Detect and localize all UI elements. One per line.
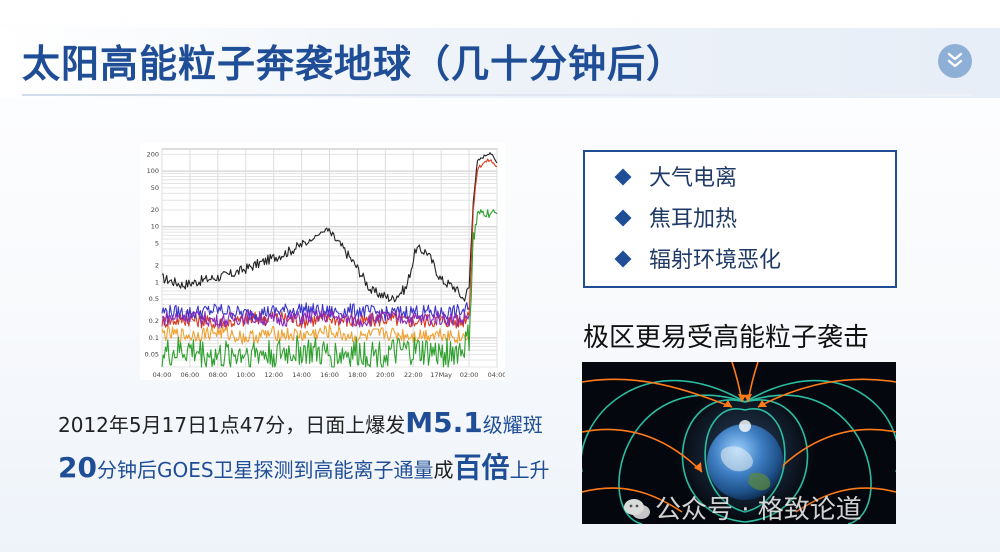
- effect-item: 辐射环境恶化: [614, 241, 782, 281]
- y-tick-label: 10: [151, 223, 159, 231]
- series-line: [161, 302, 470, 322]
- x-tick-label: 12:00: [264, 371, 283, 379]
- goes-caption-part4: 上升: [509, 458, 550, 482]
- menu-button[interactable]: [938, 44, 972, 78]
- x-tick-label: 22:00: [404, 371, 423, 379]
- magnetosphere-image: [582, 362, 896, 524]
- double-chevron-down-icon: [947, 52, 963, 68]
- y-tick-label: 5: [155, 239, 159, 247]
- series-line: [161, 152, 498, 303]
- diamond-bullet-icon: [614, 168, 632, 186]
- goes-caption-part2: 高能离子通量: [313, 458, 434, 482]
- diamond-bullet-icon: [614, 209, 632, 227]
- goes-caption-part3: 成: [433, 458, 454, 482]
- x-tick-label: 18:00: [348, 371, 367, 379]
- watermark-text: 公众号 · 格致论道: [655, 495, 862, 525]
- x-tick-label: 14:00: [292, 371, 311, 379]
- y-tick-label: 100: [147, 167, 159, 175]
- wechat-logo-icon: [624, 499, 650, 519]
- series-line: [161, 324, 470, 345]
- series-line: [161, 309, 470, 329]
- flare-caption: 2012年5月17日1点47分，日面上爆发M5.1级耀斑: [58, 405, 543, 441]
- y-tick-label: 1: [155, 278, 159, 286]
- particle-flux-chart: 04:00 06:00 08:00 10:00 12:00 14:00 16:00 18:00…: [140, 143, 505, 380]
- x-tick-label: 20:00: [376, 371, 395, 379]
- slide-title: 太阳高能粒子奔袭地球（几十分钟后）: [22, 42, 686, 86]
- effect-label: 焦耳加热: [649, 207, 738, 232]
- effects-box: 大气电离 焦耳加热 辐射环境恶化: [583, 150, 897, 288]
- y-tick-label: 200: [147, 150, 159, 158]
- effect-label: 大气电离: [649, 166, 738, 191]
- x-tick-label: 10:00: [236, 371, 255, 379]
- chart-svg: 04:00 06:00 08:00 10:00 12:00 14:00 16:00 18:00…: [145, 148, 505, 379]
- title-divider: [22, 94, 972, 96]
- x-tick-label: 08:00: [208, 371, 227, 379]
- y-tick-label: 0.05: [145, 351, 159, 359]
- y-tick-label: 2: [155, 262, 159, 270]
- goes-caption-part1: 分钟后GOES卫星探测到: [96, 458, 314, 482]
- diamond-bullet-icon: [614, 250, 632, 268]
- y-tick-label: 0.1: [149, 334, 159, 342]
- y-tick-label: 0.2: [149, 317, 159, 325]
- y-tick-label: 20: [151, 206, 159, 214]
- flare-suffix: 级耀斑: [482, 413, 543, 437]
- flare-caption-text: 2012年5月17日1点47分，日面上爆发: [58, 413, 406, 437]
- x-tick-label: 04:00: [153, 371, 172, 379]
- x-tick-label: 17May: [430, 371, 452, 379]
- header-band: [0, 28, 1000, 98]
- goes-caption: 20分钟后GOES卫星探测到高能离子通量成百倍上升: [58, 450, 550, 486]
- x-tick-label: 16:00: [320, 371, 339, 379]
- effect-item: 大气电离: [614, 159, 738, 199]
- y-tick-label: 0.5: [149, 295, 159, 303]
- minutes-value: 20: [58, 451, 97, 484]
- effect-item: 焦耳加热: [614, 200, 738, 240]
- increase-factor: 百倍: [453, 451, 510, 484]
- polar-region-title: 极区更易受高能粒子袭击: [583, 323, 870, 353]
- y-tick-label: 50: [151, 184, 159, 192]
- x-tick-label: 02:00: [460, 371, 479, 379]
- series-line: [161, 209, 498, 368]
- flare-class: M5.1: [405, 406, 483, 439]
- magnetosphere-illustration: [582, 362, 896, 524]
- x-tick-label: 04:00: [488, 371, 505, 379]
- effect-label: 辐射环境恶化: [649, 248, 782, 273]
- x-tick-label: 06:00: [181, 371, 200, 379]
